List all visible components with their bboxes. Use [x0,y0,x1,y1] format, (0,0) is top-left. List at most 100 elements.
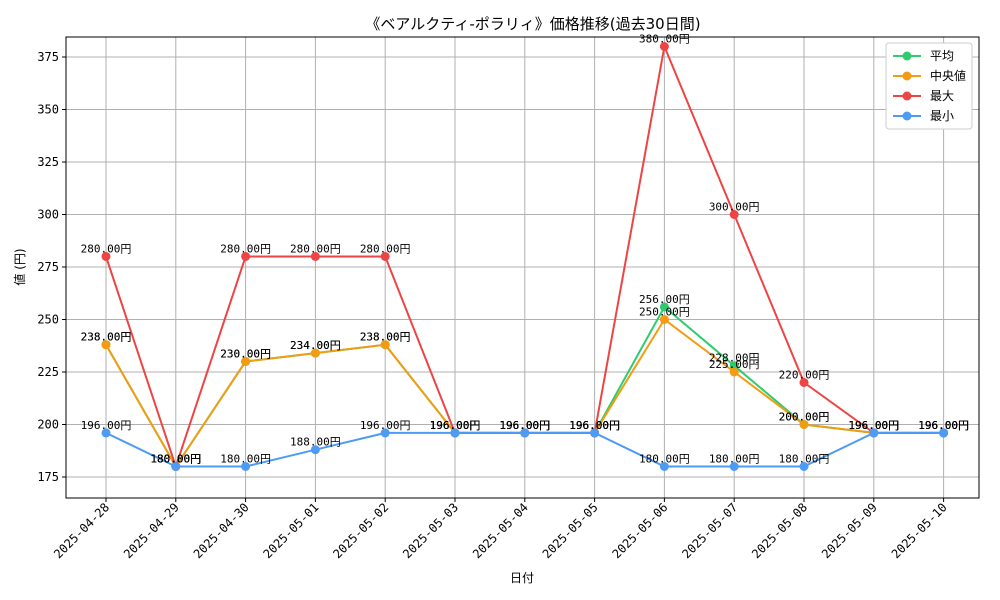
series-layer [101,42,949,471]
data-label: 180.00円 [150,453,201,466]
data-label: 196.00円 [848,419,899,432]
data-label: 196.00円 [918,419,969,432]
data-label: 196.00円 [81,419,132,432]
data-labels: 238.00円 180.00円 230.00円 234.00円 238.00円 196.0… [81,33,969,466]
x-tick-label: 2025-05-07 [679,500,740,561]
data-label: 196.00円 [430,419,481,432]
data-point [101,252,111,261]
data-label: 238.00円 [360,331,411,344]
y-tick-label: 200 [37,418,59,432]
data-label: 180.00円 [779,453,830,466]
x-tick-label: 2025-04-30 [191,500,252,561]
data-label: 380.00円 [639,33,690,46]
data-label: 200.00円 [779,411,830,424]
data-label: 196.00円 [499,419,550,432]
data-label: 238.00円 [81,331,132,344]
legend-box [885,42,973,130]
data-label: 196.00円 [569,419,620,432]
data-label: 196.00円 [360,419,411,432]
x-tick-label: 2025-05-04 [470,500,531,561]
data-point [241,357,251,366]
y-tick-label: 275 [37,260,59,274]
data-point [171,462,181,471]
data-label: 196.00円 [569,419,620,432]
data-label: 196.00円 [499,419,550,432]
data-label: 180.00円 [709,453,760,466]
x-axis-ticks: 2025-04-28 2025-04-29 2025-04-30 2025-05-01… [51,498,950,561]
grid [66,37,979,498]
legend-marker [902,71,912,81]
data-point [659,42,669,51]
data-label: 230.00円 [220,348,271,361]
data-point [380,252,390,261]
data-label: 196.00円 [848,419,899,432]
x-tick-label: 2025-05-03 [400,500,461,561]
y-tick-label: 250 [37,313,59,327]
legend-entry: 平均 [930,49,954,63]
legend-marker [902,91,912,101]
data-point [310,445,320,455]
y-tick-label: 225 [37,365,59,379]
data-label: 256.00円 [639,293,690,306]
data-point [310,348,320,358]
data-point [241,462,251,471]
y-tick-label: 375 [37,50,59,64]
data-point [659,302,669,312]
data-label: 220.00円 [779,369,830,382]
data-point [241,252,251,261]
x-axis-label: 日付 [510,571,534,585]
y-tick-label: 350 [37,103,59,117]
data-point [450,428,460,438]
data-label: 238.00円 [360,331,411,344]
data-label: 230.00円 [220,348,271,361]
data-point [310,252,320,261]
data-point [380,340,390,350]
data-point [729,361,739,371]
x-tick-label: 2025-04-28 [51,500,112,561]
legend-entry: 最小 [930,109,954,123]
data-point [799,378,809,387]
data-label: 180.00円 [150,453,201,466]
data-label: 180.00円 [150,453,201,466]
data-label: 180.00円 [220,453,271,466]
y-tick-label: 175 [37,470,59,484]
data-point [101,340,111,350]
data-label: 238.00円 [81,331,132,344]
data-label: 300.00円 [709,201,760,214]
data-label: 280.00円 [360,243,411,256]
data-label: 196.00円 [430,419,481,432]
legend-entry: 最大 [930,89,954,103]
data-label: 196.00円 [918,419,969,432]
data-label: 196.00円 [499,419,550,432]
data-point [729,367,739,377]
data-point [520,428,530,438]
data-label: 188.00円 [290,436,341,449]
data-label: 280.00円 [81,243,132,256]
data-point [659,315,669,324]
data-label: 196.00円 [918,419,969,432]
data-label: 234.00円 [290,339,341,352]
chart-title: 《ベアルクティ-ポラリィ》価格推移(過去30日間) [365,15,700,33]
data-label: 196.00円 [430,419,481,432]
x-tick-label: 2025-05-09 [819,500,880,561]
y-tick-label: 325 [37,155,59,169]
data-point [590,428,600,438]
data-label: 180.00円 [639,453,690,466]
data-point [380,428,390,438]
x-tick-label: 2025-05-10 [889,500,950,561]
data-point [939,428,949,438]
data-label: 196.00円 [430,419,481,432]
data-point [101,428,111,438]
x-tick-label: 2025-05-06 [610,500,671,561]
data-label: 196.00円 [569,419,620,432]
data-label: 196.00円 [848,419,899,432]
data-point [659,462,669,471]
data-point [729,210,739,219]
x-tick-label: 2025-05-08 [749,500,810,561]
x-tick-label: 2025-05-01 [261,500,322,561]
y-tick-label: 300 [37,208,59,222]
x-tick-label: 2025-05-05 [540,500,601,561]
x-tick-label: 2025-04-29 [121,500,182,561]
